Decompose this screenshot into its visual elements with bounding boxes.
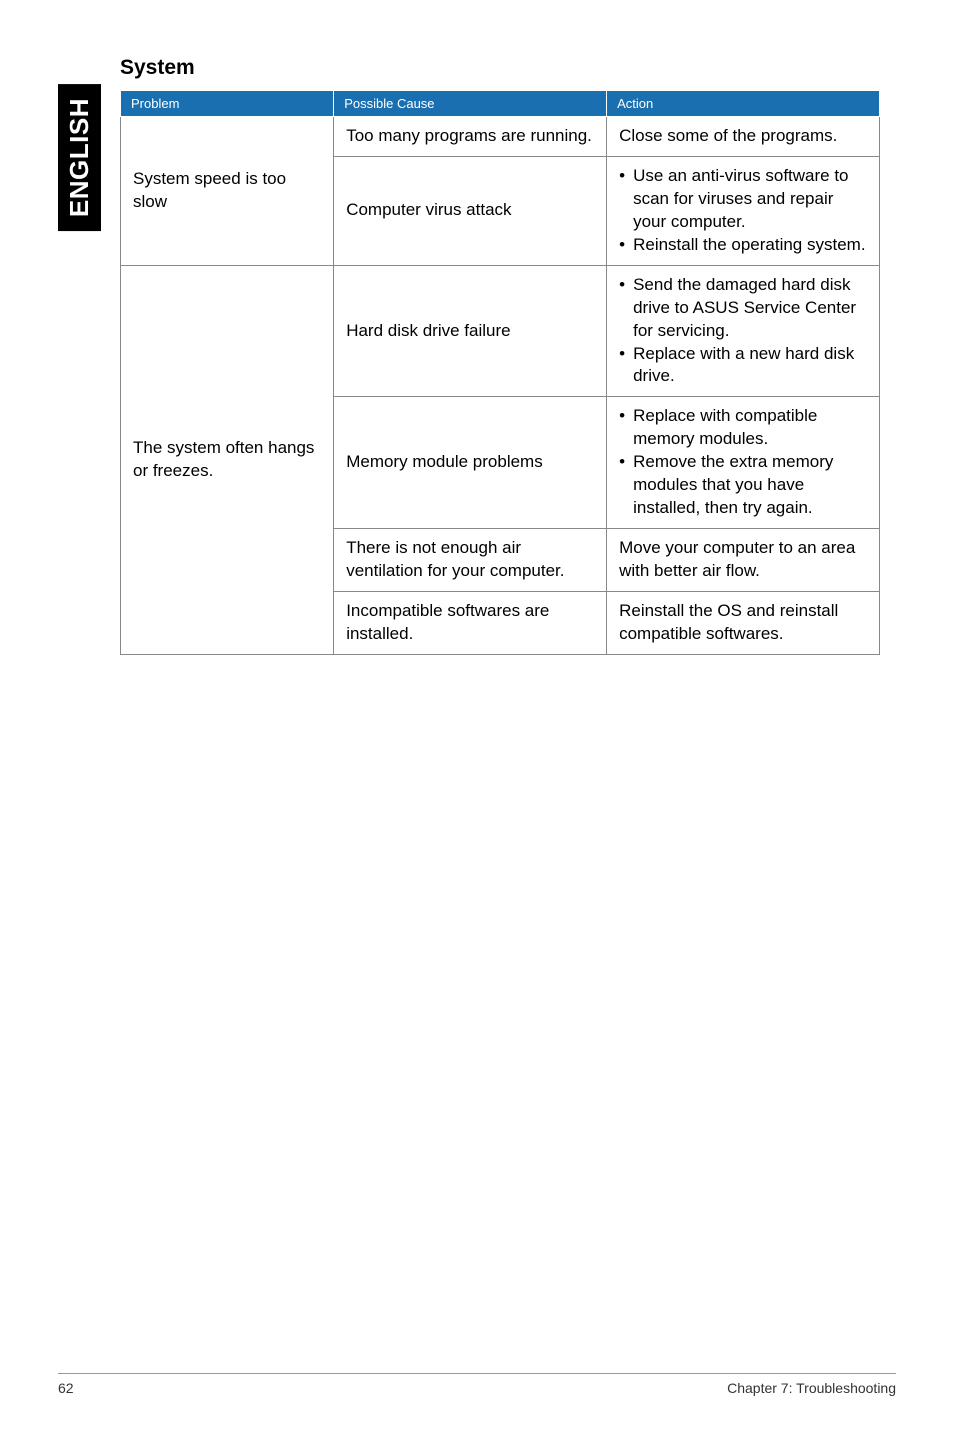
page-footer: 62 Chapter 7: Troubleshooting bbox=[58, 1373, 896, 1396]
action-bullet: Replace with compatible memory modules. bbox=[619, 405, 867, 451]
main-content: System Problem Possible Cause Action Sys… bbox=[120, 56, 880, 655]
action-cell: Replace with compatible memory modules. … bbox=[607, 397, 880, 529]
cause-cell: Too many programs are running. bbox=[334, 117, 607, 157]
page-number: 62 bbox=[58, 1380, 74, 1396]
action-bullet: Replace with a new hard disk drive. bbox=[619, 343, 867, 389]
cause-cell: Memory module problems bbox=[334, 397, 607, 529]
col-header-problem: Problem bbox=[121, 91, 334, 117]
action-cell: Use an anti-virus software to scan for v… bbox=[607, 156, 880, 265]
chapter-label: Chapter 7: Troubleshooting bbox=[727, 1380, 896, 1396]
action-bullet: Use an anti-virus software to scan for v… bbox=[619, 165, 867, 234]
cause-cell: Incompatible softwares are installed. bbox=[334, 591, 607, 654]
problem-cell: The system often hangs or freezes. bbox=[121, 265, 334, 654]
action-cell: Close some of the programs. bbox=[607, 117, 880, 157]
cause-cell: Computer virus attack bbox=[334, 156, 607, 265]
language-tab: ENGLISH bbox=[58, 84, 101, 231]
troubleshooting-table: Problem Possible Cause Action System spe… bbox=[120, 90, 880, 655]
action-cell: Reinstall the OS and reinstall compatibl… bbox=[607, 591, 880, 654]
action-bullet: Reinstall the operating system. bbox=[619, 234, 867, 257]
table-row: The system often hangs or freezes. Hard … bbox=[121, 265, 880, 397]
cause-cell: Hard disk drive failure bbox=[334, 265, 607, 397]
section-title: System bbox=[120, 56, 880, 80]
action-bullet: Remove the extra memory modules that you… bbox=[619, 451, 867, 520]
action-cell: Move your computer to an area with bette… bbox=[607, 529, 880, 592]
action-bullet: Send the damaged hard disk drive to ASUS… bbox=[619, 274, 867, 343]
problem-cell: System speed is too slow bbox=[121, 117, 334, 266]
cause-cell: There is not enough air ventilation for … bbox=[334, 529, 607, 592]
col-header-action: Action bbox=[607, 91, 880, 117]
table-row: System speed is too slow Too many progra… bbox=[121, 117, 880, 157]
action-cell: Send the damaged hard disk drive to ASUS… bbox=[607, 265, 880, 397]
col-header-cause: Possible Cause bbox=[334, 91, 607, 117]
